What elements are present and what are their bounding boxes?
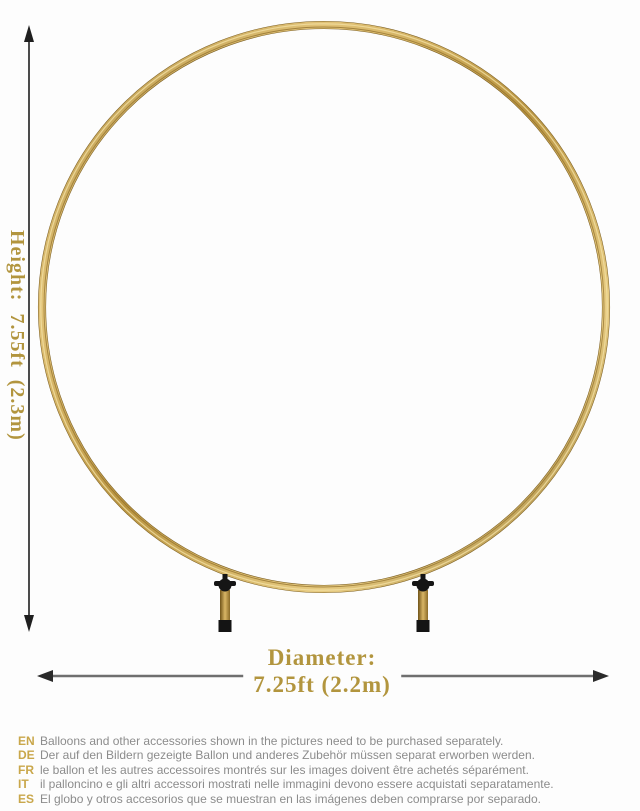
circle-arch-ring [37, 20, 611, 594]
language-code: IT [18, 777, 29, 792]
disclaimer-list: EN Balloons and other accessories shown i… [18, 734, 554, 806]
disclaimer-text: El globo y otros accesorios que se muest… [40, 791, 541, 806]
language-code: EN [18, 734, 35, 748]
right-leg [412, 574, 434, 632]
disclaimer-row-it: IT il palloncino e gli altri accessori mo… [18, 777, 554, 791]
disclaimer-row-es: ES El globo y otros accesorios que se mue… [18, 792, 554, 806]
disclaimer-text: Balloons and other accessories shown in … [40, 734, 504, 748]
disclaimer-text: Der auf den Bildern gezeigte Ballon und … [40, 748, 535, 763]
language-code: DE [18, 748, 35, 763]
language-code: ES [18, 791, 35, 806]
disclaimer-text: le ballon et les autres accessoires mont… [40, 762, 529, 777]
diameter-label-value: 7.25ft (2.2m) [253, 672, 391, 697]
height-label: Height: 7.55ft (2.3m) [0, 230, 28, 441]
disclaimer-row-en: EN Balloons and other accessories shown i… [18, 734, 554, 748]
disclaimer-text: il palloncino e gli altri accessori most… [40, 777, 554, 792]
height-label-title: Height: [6, 230, 28, 302]
height-arrow [24, 25, 34, 632]
diameter-label: Diameter: 7.25ft (2.2m) [243, 644, 401, 698]
diameter-label-title: Diameter: [267, 645, 377, 670]
left-leg [214, 574, 236, 632]
disclaimer-row-fr: FR le ballon et les autres accessoires mo… [18, 763, 554, 777]
language-code: FR [18, 762, 34, 777]
height-label-value: 7.55ft (2.3m) [6, 313, 28, 441]
disclaimer-row-de: DE Der auf den Bildern gezeigte Ballon un… [18, 748, 554, 762]
